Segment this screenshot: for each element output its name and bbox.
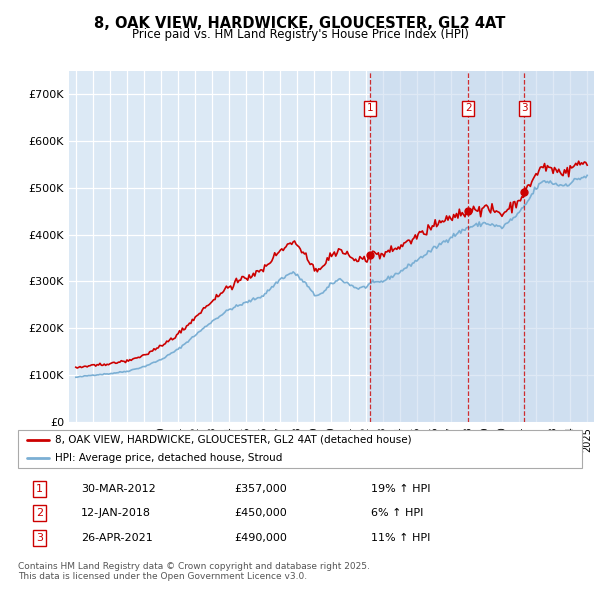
FancyBboxPatch shape xyxy=(18,430,582,468)
Text: 6% ↑ HPI: 6% ↑ HPI xyxy=(371,509,424,518)
Text: 11% ↑ HPI: 11% ↑ HPI xyxy=(371,533,431,543)
Text: £490,000: £490,000 xyxy=(235,533,287,543)
Text: 8, OAK VIEW, HARDWICKE, GLOUCESTER, GL2 4AT: 8, OAK VIEW, HARDWICKE, GLOUCESTER, GL2 … xyxy=(94,16,506,31)
Text: Contains HM Land Registry data © Crown copyright and database right 2025.: Contains HM Land Registry data © Crown c… xyxy=(18,562,370,571)
Bar xyxy=(524,71,594,422)
Text: HPI: Average price, detached house, Stroud: HPI: Average price, detached house, Stro… xyxy=(55,453,283,463)
Text: 3: 3 xyxy=(521,103,528,113)
Text: Price paid vs. HM Land Registry's House Price Index (HPI): Price paid vs. HM Land Registry's House … xyxy=(131,28,469,41)
Text: 30-MAR-2012: 30-MAR-2012 xyxy=(80,484,155,494)
Text: 3: 3 xyxy=(36,533,43,543)
Text: 1: 1 xyxy=(36,484,43,494)
Bar xyxy=(469,71,524,422)
Text: 26-APR-2021: 26-APR-2021 xyxy=(80,533,152,543)
Bar xyxy=(370,71,469,422)
Text: 2: 2 xyxy=(465,103,472,113)
Text: 1: 1 xyxy=(367,103,373,113)
Text: 12-JAN-2018: 12-JAN-2018 xyxy=(80,509,151,518)
Text: £450,000: £450,000 xyxy=(235,509,287,518)
Text: £357,000: £357,000 xyxy=(235,484,287,494)
Text: This data is licensed under the Open Government Licence v3.0.: This data is licensed under the Open Gov… xyxy=(18,572,307,581)
Text: 8, OAK VIEW, HARDWICKE, GLOUCESTER, GL2 4AT (detached house): 8, OAK VIEW, HARDWICKE, GLOUCESTER, GL2 … xyxy=(55,435,412,445)
Text: 19% ↑ HPI: 19% ↑ HPI xyxy=(371,484,431,494)
Text: 2: 2 xyxy=(36,509,43,518)
